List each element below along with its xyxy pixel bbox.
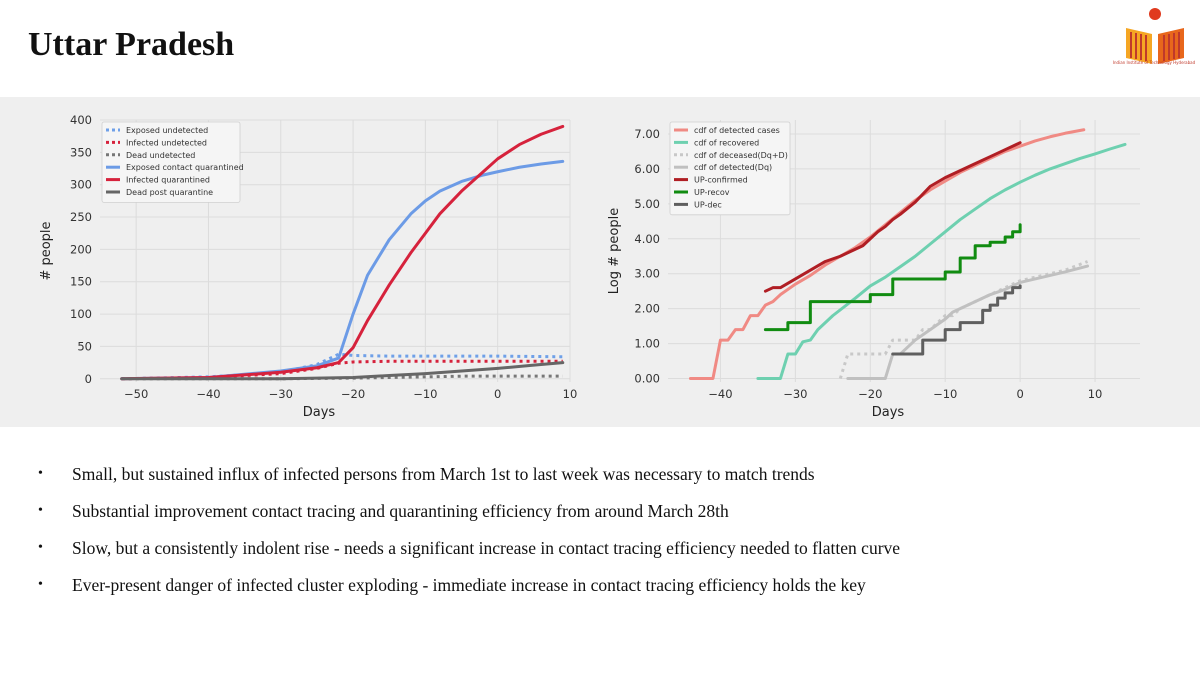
legend-label: UP-recov: [694, 188, 730, 197]
legend-label: Dead post quarantine: [126, 188, 213, 197]
legend: cdf of detected cases cdf of recovered cdf…: [669, 121, 791, 216]
x-tick-label: −10: [933, 387, 957, 401]
y-tick-label: 3.00: [634, 267, 660, 281]
bullet-marker: •: [38, 503, 43, 518]
y-axis-label: Log # people: [607, 208, 622, 294]
legend-label: UP-confirmed: [694, 176, 748, 185]
y-tick-label: 150: [70, 275, 92, 289]
series-line: [756, 142, 1127, 381]
x-tick-label: −10: [413, 387, 437, 401]
x-tick-label: −30: [783, 387, 807, 401]
bullet-list: • Small, but sustained influx of infecte…: [38, 462, 1178, 610]
iit-hyderabad-logo-icon: [1126, 8, 1184, 64]
x-tick-label: 10: [563, 387, 578, 401]
slide-title: Uttar Pradesh: [28, 26, 235, 63]
x-tick-label: −20: [858, 387, 882, 401]
series-line: [120, 361, 565, 381]
legend-label: Infected undetected: [126, 138, 207, 147]
x-tick-label: 10: [1088, 387, 1103, 401]
series-line: [763, 141, 1022, 293]
x-tick-label: −40: [708, 387, 732, 401]
bullet-item: • Substantial improvement contact tracin…: [38, 499, 1178, 536]
x-tick-label: 0: [1016, 387, 1023, 401]
y-tick-label: 1.00: [634, 337, 660, 351]
y-tick-label: 100: [70, 307, 92, 321]
bullet-text: Slow, but a consistently indolent rise -…: [72, 538, 901, 558]
x-tick-label: 0: [494, 387, 501, 401]
right-chart: −40 −30 −20 −10 0 10 0.00 1.00 2.00 3.00 4.00 5.00 6…: [607, 120, 1140, 420]
bullet-marker: •: [38, 466, 43, 481]
x-axis-label: Days: [872, 405, 905, 420]
legend-label: cdf of detected cases: [694, 126, 780, 135]
legend-box: [669, 121, 791, 216]
y-tick-label: 250: [70, 210, 92, 224]
y-tick-label: 0: [85, 372, 92, 386]
y-tick-label: 5.00: [634, 197, 660, 211]
legend-label: Exposed undetected: [126, 126, 208, 135]
x-axis-label: Days: [303, 405, 336, 420]
legend: Exposed undetected Infected undetected Dea…: [101, 121, 244, 203]
legend-label: cdf of deceased(Dq+D): [694, 151, 788, 160]
x-tick-label: −40: [196, 387, 220, 401]
series-line: [763, 223, 1022, 332]
y-tick-label: 300: [70, 178, 92, 192]
y-axis-label: # people: [39, 221, 54, 280]
y-tick-label: 350: [70, 145, 92, 159]
bullet-item: • Slow, but a consistently indolent rise…: [38, 536, 1178, 573]
legend-label: Dead undetected: [126, 151, 195, 160]
legend-label: UP-dec: [694, 200, 722, 209]
x-tick-label: −20: [341, 387, 365, 401]
left-chart: −50 −40 −30 −20 −10 0 100501001502002503003504…: [39, 113, 578, 420]
y-tick-label: 0.00: [634, 372, 660, 386]
y-tick-label: 2.00: [634, 302, 660, 316]
bullet-marker: •: [38, 540, 43, 555]
series-line: [121, 359, 563, 381]
series-line: [891, 284, 1022, 356]
legend-label: cdf of recovered: [694, 138, 759, 147]
bullet-item: • Ever-present danger of infected cluste…: [38, 573, 1178, 610]
legend-label: Exposed contact quarantined: [126, 163, 244, 172]
series-line: [121, 352, 563, 381]
y-tick-label: 4.00: [634, 232, 660, 246]
logo-caption: Indian Institute of Technology Hyderabad: [1112, 60, 1196, 65]
bullet-text: Substantial improvement contact tracing …: [72, 501, 729, 521]
y-tick-label: 6.00: [634, 162, 660, 176]
bullet-item: • Small, but sustained influx of infecte…: [38, 462, 1178, 499]
legend-box: [101, 121, 241, 203]
series-line: [838, 260, 1089, 379]
y-tick-label: 7.00: [634, 127, 660, 141]
series-line: [120, 124, 565, 381]
legend-label: cdf of detected(Dq): [694, 163, 772, 172]
x-tick-label: −30: [269, 387, 293, 401]
y-tick-label: 200: [70, 242, 92, 256]
series-line: [688, 128, 1086, 381]
y-tick-label: 50: [77, 339, 92, 353]
bullet-marker: •: [38, 577, 43, 592]
bullet-text: Small, but sustained influx of infected …: [72, 464, 815, 484]
y-tick-label: 400: [70, 113, 92, 127]
legend-label: Infected quarantined: [126, 176, 210, 185]
x-tick-label: −50: [124, 387, 148, 401]
series-line: [120, 159, 565, 381]
bullet-text: Ever-present danger of infected cluster …: [72, 575, 866, 595]
